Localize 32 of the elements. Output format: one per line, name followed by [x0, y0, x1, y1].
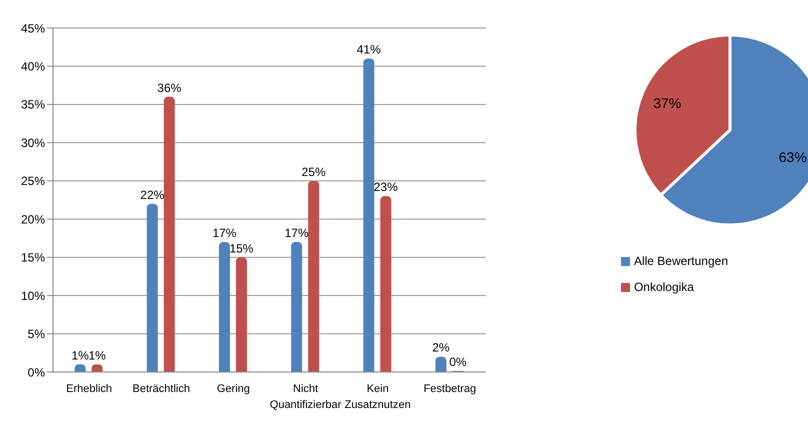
legend-label: Alle Bewertungen: [634, 254, 728, 268]
y-tick-label: 40%: [20, 59, 46, 74]
data-label: 17%: [284, 226, 309, 240]
data-label: 1%: [71, 348, 90, 362]
data-label: 22%: [140, 188, 165, 202]
data-label: 41%: [356, 42, 382, 57]
data-label: 2%: [432, 340, 450, 355]
y-tick-label: 35%: [20, 98, 46, 112]
y-tick-label: 45%: [20, 21, 46, 36]
data-label: 1%: [88, 348, 106, 362]
x-tick-label: Kein Zusatznutzen: [344, 383, 411, 411]
y-tick-label: 15%: [20, 250, 46, 265]
y-tick-label: 25%: [20, 174, 46, 188]
data-label: 23%: [374, 180, 398, 194]
data-label: 0%: [449, 355, 467, 369]
y-tick-label: 30%: [20, 136, 46, 150]
data-label: 25%: [302, 164, 326, 179]
y-tick-label: 0%: [28, 365, 46, 380]
y-tick-label: 20%: [20, 212, 46, 226]
data-label: 15%: [229, 241, 254, 256]
y-tick-label: 10%: [20, 288, 46, 303]
x-tick-label: Beträchtlich: [132, 383, 190, 395]
x-tick-label: Nicht Quantifizierbar: [270, 383, 342, 411]
data-label: 63%: [778, 149, 807, 166]
y-tick-label: 5%: [28, 327, 46, 342]
x-tick-label: Erheblich: [66, 383, 112, 395]
data-label: 17%: [212, 226, 237, 240]
data-label: 37%: [653, 94, 682, 111]
data-label: 36%: [157, 80, 182, 95]
x-tick-label: Festbetrag: [424, 383, 476, 395]
x-tick-label: Gering: [216, 383, 250, 395]
legend-label: Onkologika: [634, 280, 694, 294]
